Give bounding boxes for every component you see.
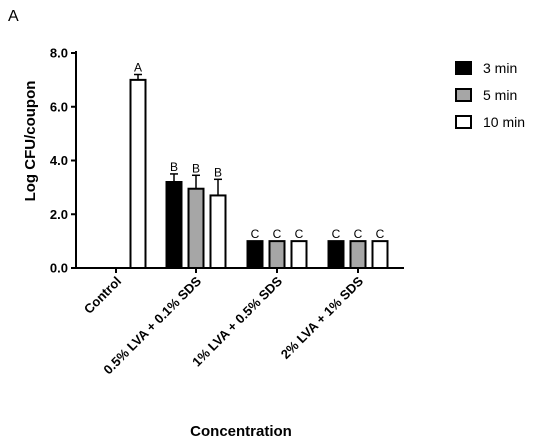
significance-letter: B: [170, 160, 178, 174]
bar: [349, 240, 367, 269]
bar: [246, 240, 264, 269]
bar: [165, 181, 183, 269]
y-axis-title: Log CFU/coupon: [22, 81, 39, 202]
significance-letter: B: [192, 161, 200, 175]
bar: [129, 78, 147, 269]
x-tick-label: 2% LVA + 1% SDS: [278, 273, 367, 362]
significance-letter: C: [273, 227, 282, 241]
y-tick-label: 0.0: [50, 261, 68, 276]
significance-letter: A: [134, 61, 142, 75]
legend-label: 5 min: [483, 87, 517, 103]
legend-label: 3 min: [483, 60, 517, 76]
x-axis-title: Concentration: [190, 423, 292, 440]
significance-letter: C: [354, 227, 363, 241]
legend-swatch: [455, 115, 472, 129]
legend: 3 min 5 min 10 min: [455, 60, 525, 130]
y-tick-label: 4.0: [50, 153, 68, 168]
bar: [290, 240, 308, 269]
x-tick-label: 1% LVA + 0.5% SDS: [189, 273, 285, 369]
significance-letter: B: [214, 165, 222, 179]
significance-letter: C: [332, 227, 341, 241]
legend-label: 10 min: [483, 114, 525, 130]
y-tick-label: 2.0: [50, 207, 68, 222]
bar: [327, 240, 345, 269]
y-tick-label: 8.0: [50, 46, 68, 61]
bar: [371, 240, 389, 269]
bar: [187, 187, 205, 269]
legend-swatch: [455, 88, 472, 102]
bar: [209, 194, 227, 269]
significance-letter: C: [295, 227, 304, 241]
x-tick-label: Control: [81, 274, 124, 317]
legend-swatch: [455, 61, 472, 75]
bar: [268, 240, 286, 269]
significance-letter: C: [376, 227, 385, 241]
panel-label: A: [8, 8, 19, 25]
significance-letter: C: [251, 227, 260, 241]
y-tick-label: 6.0: [50, 99, 68, 114]
